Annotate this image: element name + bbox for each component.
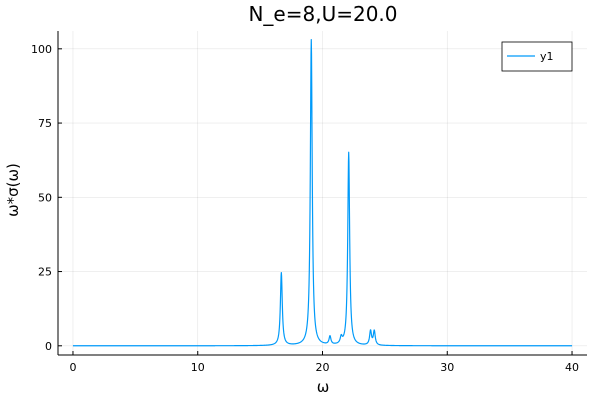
legend: y1	[501, 41, 573, 72]
y-tick-label: 50	[38, 191, 52, 204]
legend-label: y1	[540, 50, 554, 63]
x-axis-label: ω	[317, 378, 330, 396]
x-tick-label: 10	[191, 361, 205, 374]
y-tick-label: 100	[31, 43, 52, 56]
grid-lines	[58, 31, 587, 355]
x-tick-label: 20	[316, 361, 330, 374]
y-axis-ticks: 0 25 50 75 100	[31, 43, 62, 353]
series-layer	[72, 38, 573, 347]
y-axis-label: ω*σ(ω)	[4, 163, 22, 217]
x-tick-label: 40	[565, 361, 579, 374]
y-tick-label: 0	[45, 340, 52, 353]
y-tick-label: 25	[38, 266, 52, 279]
x-axis-ticks: 0 10 20 30 40	[69, 351, 579, 374]
series-line-y1	[72, 38, 573, 347]
x-tick-label: 0	[69, 361, 76, 374]
chart-title: N_e=8,U=20.0	[248, 2, 397, 26]
x-tick-label: 30	[440, 361, 454, 374]
y-tick-label: 75	[38, 117, 52, 130]
